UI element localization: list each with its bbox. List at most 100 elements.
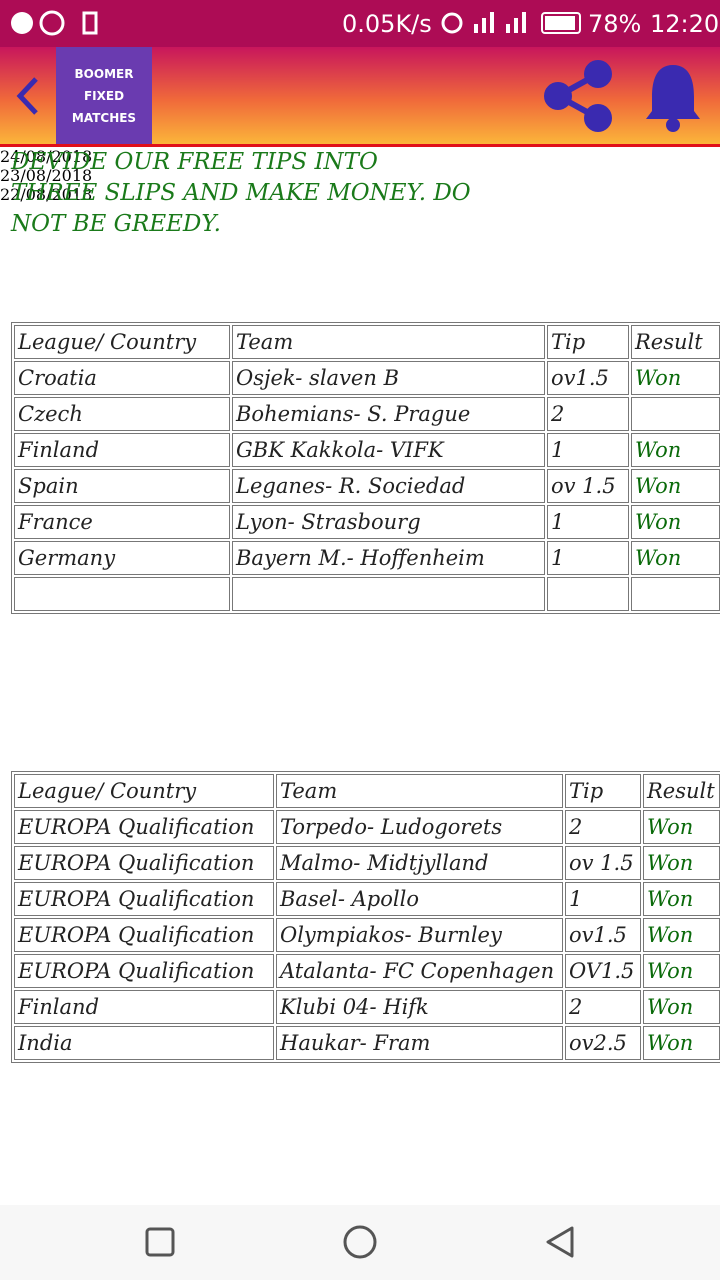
table-row: EUROPA Qualification Basel- Apollo 1 Won (14, 882, 720, 916)
table-cell: Bayern M.- Hoffenheim (232, 541, 545, 575)
table-row: India Haukar- Fram ov2.5 Won (14, 1026, 720, 1060)
battery-icon (541, 12, 581, 34)
intro-text: DEVIDE OUR FREE TIPS INTO THREE SLIPS AN… (11, 149, 471, 237)
table-cell: Torpedo- Ludogorets (276, 810, 563, 844)
notification-button[interactable] (638, 47, 708, 144)
table-cell: 1 (547, 433, 629, 467)
clock: 12:20 (650, 10, 720, 38)
back-nav-button[interactable] (546, 1226, 574, 1258)
table-row: EUROPA Qualification Olympiakos- Burnley o… (14, 918, 720, 952)
table-cell: ov1.5 (547, 361, 629, 395)
table-cell: ov 1.5 (547, 469, 629, 503)
table-cell: Finland (14, 990, 274, 1024)
nav-bar (0, 1205, 720, 1280)
tips-table: League/ Country Team Tip Result Croatia Osjek… (11, 322, 720, 614)
table-cell: Won (643, 918, 720, 952)
table-cell: Germany (14, 541, 230, 575)
recents-button[interactable] (145, 1227, 175, 1257)
table-row: Spain Leganes- R. Sociedad ov 1.5 Won (14, 469, 720, 503)
date-link[interactable]: 22/08/2018 (0, 185, 93, 204)
table-cell: Won (631, 505, 720, 539)
empty-cell (14, 577, 230, 611)
tips-table: League/ Country Team Tip Result EUROPA Quali… (11, 771, 720, 1063)
table-cell: Won (631, 361, 720, 395)
table-cell: 2 (547, 397, 629, 431)
status-icons (11, 10, 98, 36)
column-header: Result (631, 325, 720, 359)
column-header: Tip (547, 325, 629, 359)
table-row: Finland Klubi 04- Hifk 2 Won (14, 990, 720, 1024)
table-cell: Won (643, 954, 720, 988)
header-row: League/ Country Team Tip Result (14, 325, 720, 359)
table-cell: ov 1.5 (565, 846, 641, 880)
table-cell: ov2.5 (565, 1026, 641, 1060)
table-cell: Malmo- Midtjylland (276, 846, 563, 880)
table-cell: Won (631, 469, 720, 503)
table-cell: Czech (14, 397, 230, 431)
table-cell: 2 (565, 990, 641, 1024)
column-header: Tip (565, 774, 641, 808)
table-cell: Won (631, 541, 720, 575)
table-cell: Won (643, 810, 720, 844)
table-row: Germany Bayern M.- Hoffenheim 1 Won (14, 541, 720, 575)
back-button[interactable] (10, 47, 50, 144)
net-speed: 0.05K/s (342, 10, 432, 38)
table-cell: Atalanta- FC Copenhagen (276, 954, 563, 988)
table-row: France Lyon- Strasbourg 1 Won (14, 505, 720, 539)
table-cell: 2 (565, 810, 641, 844)
app-bar: BOOMER FIXED MATCHES (0, 47, 720, 147)
table-cell: 1 (547, 541, 629, 575)
date-link[interactable]: 24/08/2018 (0, 147, 93, 166)
table-cell: EUROPA Qualification (14, 846, 274, 880)
table-cell: India (14, 1026, 274, 1060)
table-cell: ov1.5 (565, 918, 641, 952)
column-header: Team (276, 774, 563, 808)
table-cell: Olympiakos- Burnley (276, 918, 563, 952)
content: DEVIDE OUR FREE TIPS INTO THREE SLIPS AN… (0, 147, 720, 1205)
header-row: League/ Country Team Tip Result (14, 774, 720, 808)
table-row: Czech Bohemians- S. Prague 2 (14, 397, 720, 431)
home-button[interactable] (343, 1225, 377, 1259)
table-cell: Klubi 04- Hifk (276, 990, 563, 1024)
status-bar: 0.05K/s 78% 12:20 (0, 0, 720, 47)
table-row: EUROPA Qualification Malmo- Midtjylland ov… (14, 846, 720, 880)
table-cell: Won (643, 1026, 720, 1060)
table-cell: Won (643, 846, 720, 880)
table-cell: OV1.5 (565, 954, 641, 988)
table-cell: 1 (547, 505, 629, 539)
column-header: League/ Country (14, 774, 274, 808)
table-row: EUROPA Qualification Atalanta- FC Copenha… (14, 954, 720, 988)
table-cell: Haukar- Fram (276, 1026, 563, 1060)
table-cell: Spain (14, 469, 230, 503)
column-header: Team (232, 325, 545, 359)
empty-cell (631, 577, 720, 611)
table-cell: EUROPA Qualification (14, 882, 274, 916)
table-cell: 1 (565, 882, 641, 916)
table-cell: Croatia (14, 361, 230, 395)
table-cell: Basel- Apollo (276, 882, 563, 916)
table-cell: Won (643, 882, 720, 916)
share-button[interactable] (538, 47, 618, 144)
table-cell: Leganes- R. Sociedad (232, 469, 545, 503)
app-title: BOOMER FIXED MATCHES (56, 47, 152, 144)
table-row: EUROPA Qualification Torpedo- Ludogorets 2… (14, 810, 720, 844)
date-link[interactable]: 23/08/2018 (0, 166, 93, 185)
table-row (14, 577, 720, 611)
app-title-text: BOOMER FIXED MATCHES (71, 66, 137, 125)
table-cell: Won (631, 433, 720, 467)
column-header: League/ Country (14, 325, 230, 359)
table-cell: EUROPA Qualification (14, 810, 274, 844)
nav-buttons (145, 1225, 574, 1259)
table-cell: Bohemians- S. Prague (232, 397, 545, 431)
table-cell: France (14, 505, 230, 539)
table-cell: GBK Kakkola- VIFK (232, 433, 545, 467)
battery: 78% (588, 10, 642, 38)
empty-cell (631, 397, 720, 431)
table-cell: Lyon- Strasbourg (232, 505, 545, 539)
signal-icons (441, 12, 526, 34)
column-header: Result (643, 774, 720, 808)
table-cell: Finland (14, 433, 230, 467)
empty-cell (547, 577, 629, 611)
